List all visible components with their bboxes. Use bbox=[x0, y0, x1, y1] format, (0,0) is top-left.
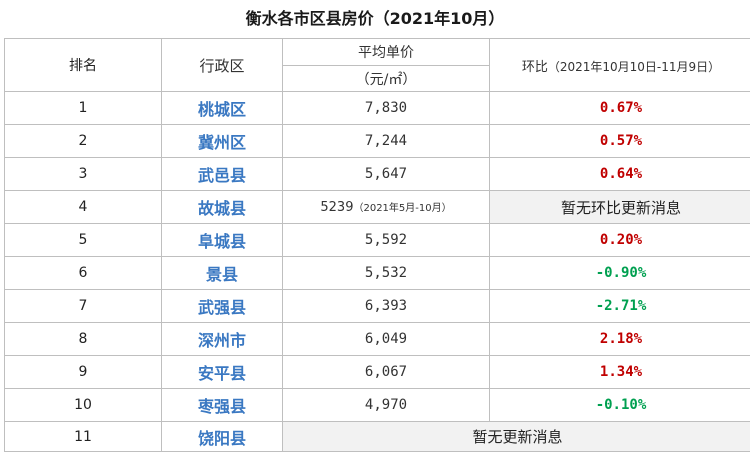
ratio-cell: 0.57% bbox=[489, 124, 750, 158]
ratio-cell: 暂无环比更新消息 bbox=[489, 190, 750, 224]
ratio-cell: -0.10% bbox=[489, 388, 750, 422]
ratio-cell: -2.71% bbox=[489, 289, 750, 323]
price-cell: 5,532 bbox=[282, 256, 490, 290]
district-cell: 安平县 bbox=[161, 355, 283, 389]
rank-cell: 9 bbox=[4, 355, 162, 389]
rank-cell: 2 bbox=[4, 124, 162, 158]
table-row: 1 桃城区 7,830 0.67% bbox=[4, 91, 750, 125]
price-cell: 5,592 bbox=[282, 223, 490, 257]
table-row: 9 安平县 6,067 1.34% bbox=[4, 355, 750, 389]
rank-cell: 5 bbox=[4, 223, 162, 257]
rank-cell: 4 bbox=[4, 190, 162, 224]
table-row: 10 枣强县 4,970 -0.10% bbox=[4, 388, 750, 422]
district-cell: 景县 bbox=[161, 256, 283, 290]
ratio-cell: 0.20% bbox=[489, 223, 750, 257]
header-ratio-range: （2021年10月10日-11月9日） bbox=[547, 59, 721, 74]
price-cell: 7,244 bbox=[282, 124, 490, 158]
price-value: 5239 bbox=[320, 200, 354, 215]
ratio-cell: 0.64% bbox=[489, 157, 750, 191]
header-price-unit: （元/㎡） bbox=[282, 65, 490, 92]
house-price-table: 排名 行政区 平均单价 环比（2021年10月10日-11月9日） （元/㎡） … bbox=[4, 38, 750, 452]
district-cell: 武强县 bbox=[161, 289, 283, 323]
header-price: 平均单价 bbox=[282, 38, 490, 66]
district-cell: 冀州区 bbox=[161, 124, 283, 158]
table-title: 衡水各市区县房价（2021年10月） bbox=[245, 9, 505, 28]
rank-cell: 8 bbox=[4, 322, 162, 356]
header-ratio: 环比（2021年10月10日-11月9日） bbox=[489, 38, 750, 92]
ratio-cell: 2.18% bbox=[489, 322, 750, 356]
rank-cell: 6 bbox=[4, 256, 162, 290]
table-row: 5 阜城县 5,592 0.20% bbox=[4, 223, 750, 257]
price-cell: 5,647 bbox=[282, 157, 490, 191]
table-row: 8 深州市 6,049 2.18% bbox=[4, 322, 750, 356]
district-cell: 饶阳县 bbox=[161, 421, 283, 452]
rank-cell: 11 bbox=[4, 421, 162, 452]
price-period-note: （2021年5月-10月） bbox=[353, 203, 452, 214]
district-cell: 深州市 bbox=[161, 322, 283, 356]
district-cell: 枣强县 bbox=[161, 388, 283, 422]
district-cell: 桃城区 bbox=[161, 91, 283, 125]
district-cell: 故城县 bbox=[161, 190, 283, 224]
ratio-cell: 0.67% bbox=[489, 91, 750, 125]
price-cell: 7,830 bbox=[282, 91, 490, 125]
price-cell: 5239（2021年5月-10月） bbox=[282, 190, 490, 224]
table-row: 3 武邑县 5,647 0.64% bbox=[4, 157, 750, 191]
header-district: 行政区 bbox=[161, 38, 283, 92]
ratio-cell: -0.90% bbox=[489, 256, 750, 290]
rank-cell: 10 bbox=[4, 388, 162, 422]
price-cell: 6,393 bbox=[282, 289, 490, 323]
price-cell: 4,970 bbox=[282, 388, 490, 422]
district-cell: 阜城县 bbox=[161, 223, 283, 257]
rank-cell: 3 bbox=[4, 157, 162, 191]
table-row: 2 冀州区 7,244 0.57% bbox=[4, 124, 750, 158]
rank-cell: 7 bbox=[4, 289, 162, 323]
table-row: 6 景县 5,532 -0.90% bbox=[4, 256, 750, 290]
table-row: 4 故城县 5239（2021年5月-10月） 暂无环比更新消息 bbox=[4, 190, 750, 224]
table-row: 7 武强县 6,393 -2.71% bbox=[4, 289, 750, 323]
price-cell: 6,067 bbox=[282, 355, 490, 389]
ratio-cell: 1.34% bbox=[489, 355, 750, 389]
district-cell: 武邑县 bbox=[161, 157, 283, 191]
header-ratio-label: 环比 bbox=[521, 59, 548, 75]
no-update-cell: 暂无更新消息 bbox=[282, 421, 750, 452]
header-rank: 排名 bbox=[4, 38, 162, 92]
price-cell: 6,049 bbox=[282, 322, 490, 356]
table-row: 11 饶阳县 暂无更新消息 bbox=[4, 421, 750, 452]
table-body: 1 桃城区 7,830 0.67% 2 冀州区 7,244 0.57% 3 武邑县 5,647 0.6… bbox=[4, 91, 750, 452]
rank-cell: 1 bbox=[4, 91, 162, 125]
